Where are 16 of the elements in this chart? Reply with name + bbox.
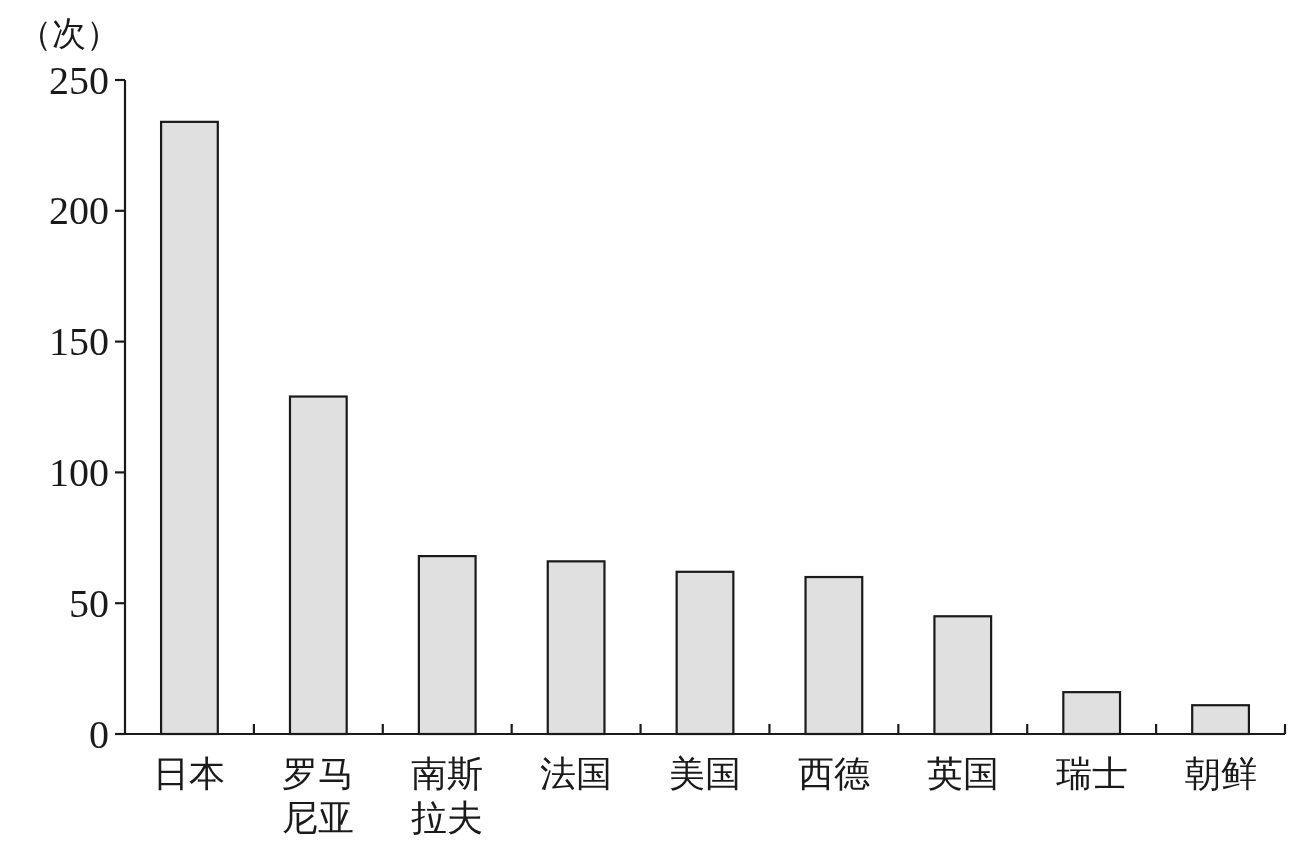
y-tick-label: 100 [49, 449, 109, 495]
y-tick-label: 0 [89, 711, 109, 757]
y-tick-label: 250 [49, 57, 109, 103]
y-tick-label: 50 [69, 580, 109, 626]
x-tick-label: 朝鲜 [1184, 754, 1257, 794]
y-tick-label: 200 [49, 188, 109, 234]
y-tick-label: 150 [49, 319, 109, 365]
x-tick-label: 日本 [153, 754, 226, 794]
x-tick-label: 英国 [926, 754, 999, 794]
x-tick-label: 美国 [669, 754, 741, 794]
x-tick-label: 瑞士 [1055, 754, 1128, 794]
y-axis-title: （次） [18, 15, 120, 52]
x-tick-label: 南斯拉夫 [411, 754, 484, 838]
x-tick-label: 法国 [540, 754, 613, 794]
x-tick-label: 罗马尼亚 [282, 754, 355, 838]
x-tick-label: 西德 [797, 754, 870, 794]
